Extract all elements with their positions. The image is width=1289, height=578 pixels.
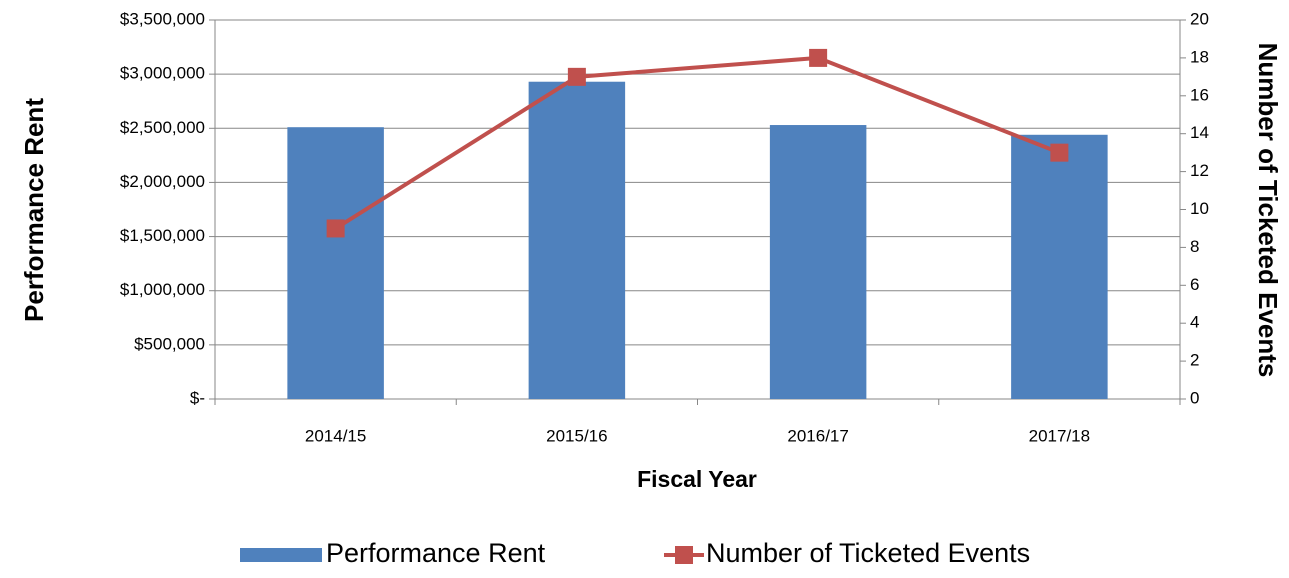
y-axis-title: Performance Rent xyxy=(19,98,49,322)
y-tick-label: $3,000,000 xyxy=(120,64,205,83)
bar xyxy=(769,125,867,399)
legend-label: Number of Ticketed Events xyxy=(706,538,1030,568)
bar xyxy=(528,81,626,400)
legend-label: Performance Rent xyxy=(326,538,546,568)
y-tick-label: $1,000,000 xyxy=(120,280,205,299)
y-tick-label: $500,000 xyxy=(134,334,205,353)
marker xyxy=(1050,143,1069,162)
marker xyxy=(809,48,828,67)
y2-tick-label: 8 xyxy=(1190,237,1199,256)
y2-axis-title: Number of Ticketed Events xyxy=(1253,43,1283,378)
y2-tick-label: 14 xyxy=(1190,123,1209,142)
legend-swatch xyxy=(240,548,322,562)
marker xyxy=(326,219,345,238)
y-tick-label: $1,500,000 xyxy=(120,226,205,245)
marker xyxy=(567,67,586,86)
x-axis-title: Fiscal Year xyxy=(637,466,757,492)
y2-tick-label: 10 xyxy=(1190,199,1209,218)
line xyxy=(334,55,1061,231)
y2-tick-label: 0 xyxy=(1190,388,1199,407)
bar xyxy=(287,127,384,400)
y2-tick-label: 6 xyxy=(1190,275,1199,294)
y-tick-label: $2,000,000 xyxy=(120,172,205,191)
legend-marker xyxy=(675,546,693,564)
y2-tick-label: 12 xyxy=(1190,161,1209,180)
y2-tick-label: 18 xyxy=(1190,47,1209,66)
y-tick-label: $2,500,000 xyxy=(120,118,205,137)
y-tick-label: $3,500,000 xyxy=(120,9,205,28)
y2-tick-label: 16 xyxy=(1190,85,1209,104)
y2-tick-label: 2 xyxy=(1190,351,1199,370)
y2-tick-label: 4 xyxy=(1190,313,1199,332)
x-tick-label: 2014/15 xyxy=(305,426,366,445)
x-tick-label: 2017/18 xyxy=(1029,426,1090,445)
bar xyxy=(1011,134,1108,400)
y-tick-label: $- xyxy=(190,388,205,407)
x-tick-label: 2016/17 xyxy=(787,426,848,445)
y2-tick-label: 20 xyxy=(1190,9,1209,28)
x-tick-label: 2015/16 xyxy=(546,426,607,445)
